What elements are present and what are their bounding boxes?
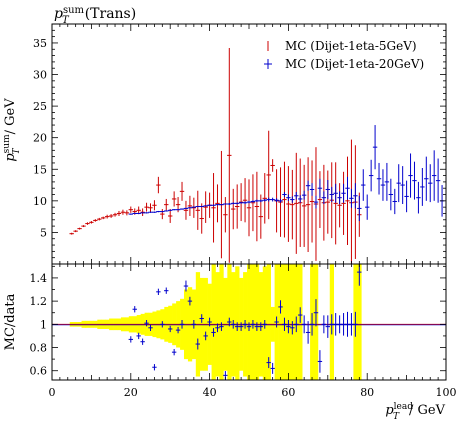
chart-title: psum T (Trans) (54, 5, 136, 26)
ratio-band-bin (278, 264, 283, 380)
x-tick-label: 80 (360, 386, 374, 399)
ratio-band-bin (247, 264, 252, 380)
main-panel: 5 10 15 20 25 30 35 (33, 23, 447, 265)
ratio-panel: 0.6 0.8 1 1.2 1.4 0 20 40 60 80 100 (30, 263, 457, 399)
main-y-tick-label: 5 (40, 226, 47, 239)
legend-item-20gev: MC (Dijet-1eta-20GeV) (264, 57, 424, 71)
x-tick-label: 100 (436, 386, 457, 399)
legend: MC (Dijet-1eta-5GeV) MC (Dijet-1eta-20Ge… (264, 39, 424, 71)
ratio-y-tick-label: 1.4 (30, 272, 48, 285)
ratio-y-tick-label: 0.6 (30, 365, 48, 378)
x-tick-label: 0 (49, 386, 56, 399)
main-y-tick-label: 15 (33, 163, 47, 176)
main-y-tick-label: 30 (33, 69, 47, 82)
ratio-band-bin (266, 264, 271, 380)
ratio-band-bin (357, 264, 362, 380)
ratio-y-tick-label: 1 (40, 318, 47, 331)
main-y-tick-label: 35 (33, 37, 47, 50)
x-tick-label: 60 (281, 386, 295, 399)
ratio-band-bin (211, 264, 216, 380)
x-tick-label: 40 (203, 386, 217, 399)
main-y-tick-label: 20 (33, 132, 47, 145)
legend-label-5gev: MC (Dijet-1eta-5GeV) (285, 39, 417, 53)
main-y-tick-label: 10 (33, 195, 47, 208)
ratio-ylabel: MC/data (3, 293, 18, 350)
x-tick-label: 20 (124, 386, 138, 399)
main-y-tick-label: 25 (33, 100, 47, 113)
ratio-band-bin (254, 264, 260, 380)
ratio-band-bin (219, 264, 224, 380)
main-ylabel: psumT/ GeV (2, 98, 22, 162)
legend-item-5gev: MC (Dijet-1eta-5GeV) (267, 39, 417, 53)
ratio-y-tick-label: 0.8 (30, 342, 48, 355)
ratio-y-tick-label: 1.2 (30, 295, 48, 308)
x-axis-label: plead T / GeV (385, 402, 445, 422)
legend-label-20gev: MC (Dijet-1eta-20GeV) (285, 57, 424, 71)
